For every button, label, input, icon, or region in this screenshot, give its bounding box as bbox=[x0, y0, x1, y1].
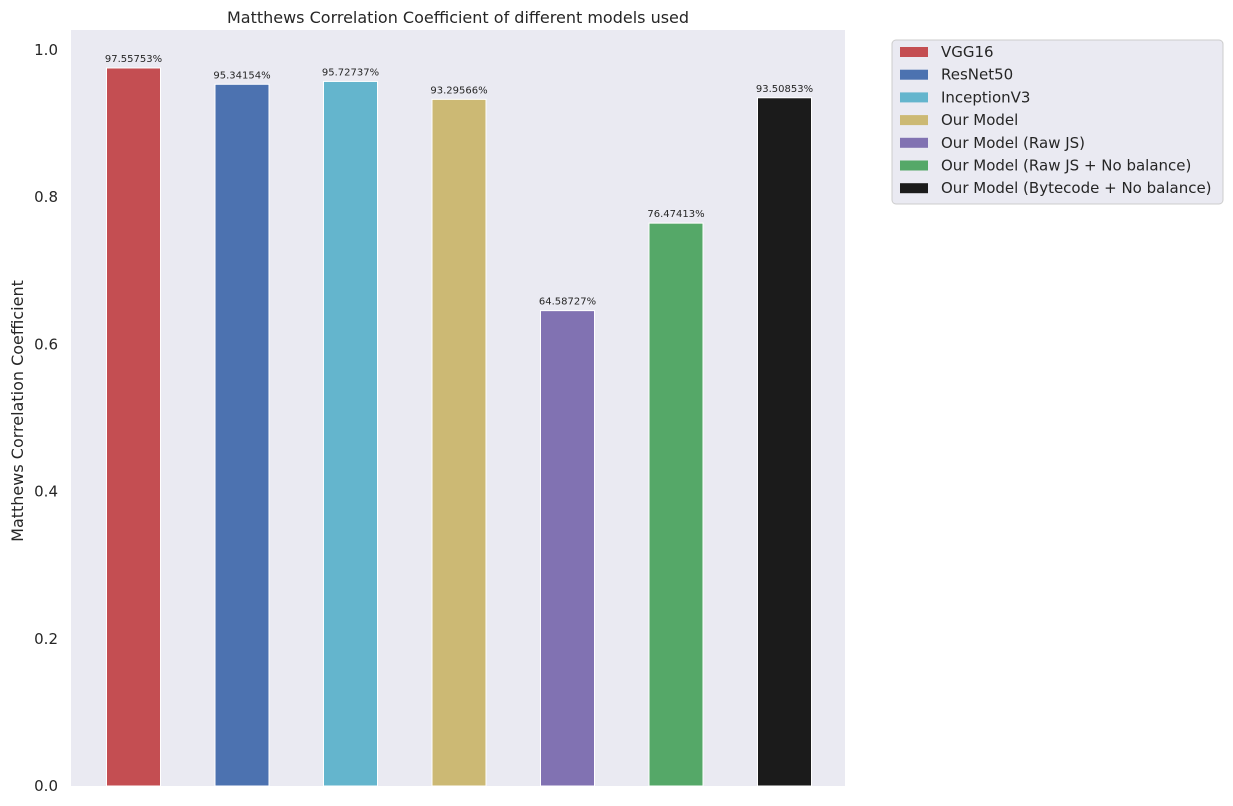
legend-label: Our Model (Bytecode + No balance) bbox=[941, 179, 1212, 197]
legend-swatch bbox=[900, 183, 928, 194]
legend-label: ResNet50 bbox=[941, 66, 1013, 84]
y-axis: 0.0 0.2 0.4 0.6 0.8 1.0 bbox=[34, 41, 58, 795]
legend-label: VGG16 bbox=[941, 43, 994, 61]
bar bbox=[540, 310, 595, 787]
legend-swatch bbox=[900, 137, 928, 148]
y-tick-label: 0.0 bbox=[34, 777, 58, 795]
bar bbox=[323, 80, 378, 787]
legend-swatch bbox=[900, 69, 928, 80]
legend-label: InceptionV3 bbox=[941, 88, 1030, 106]
legend-frame bbox=[891, 39, 1224, 205]
y-tick-label: 0.8 bbox=[34, 188, 58, 206]
bars-layer bbox=[106, 67, 812, 787]
legend-items: VGG16 ResNet50 InceptionV3 Our Model Our Mod… bbox=[900, 43, 1212, 197]
data-label: 93.50853% bbox=[756, 84, 813, 95]
bar bbox=[648, 222, 704, 787]
legend-swatch bbox=[900, 160, 928, 171]
bar bbox=[106, 67, 161, 787]
legend-swatch bbox=[900, 115, 928, 126]
y-tick-label: 0.6 bbox=[34, 335, 58, 353]
data-label: 95.72737% bbox=[322, 67, 379, 78]
chart-title: Matthews Correlation Coefficient of diff… bbox=[227, 8, 689, 27]
data-label: 64.58727% bbox=[539, 297, 596, 308]
y-axis-title: Matthews Correlation Coefficient bbox=[8, 280, 27, 542]
legend-swatch bbox=[900, 47, 928, 57]
y-tick-label: 1.0 bbox=[34, 41, 58, 59]
bar bbox=[757, 97, 812, 787]
data-label: 76.47413% bbox=[647, 209, 704, 220]
bar bbox=[431, 98, 487, 787]
legend-label: Our Model (Raw JS) bbox=[941, 134, 1085, 152]
data-labels-layer: 97.55753% 95.34154% 95.72737% 93.29566% 64.5… bbox=[105, 54, 813, 308]
legend-label: Our Model (Raw JS + No balance) bbox=[941, 157, 1191, 175]
legend-label: Our Model bbox=[941, 111, 1018, 129]
y-tick-label: 0.2 bbox=[34, 630, 58, 648]
y-tick-label: 0.4 bbox=[34, 483, 58, 501]
legend: VGG16 ResNet50 InceptionV3 Our Model Our Mod… bbox=[891, 39, 1224, 205]
bar bbox=[214, 83, 270, 787]
legend-swatch bbox=[900, 92, 928, 103]
data-label: 93.29566% bbox=[430, 85, 487, 96]
data-label: 97.55753% bbox=[105, 54, 162, 65]
data-label: 95.34154% bbox=[213, 70, 270, 81]
